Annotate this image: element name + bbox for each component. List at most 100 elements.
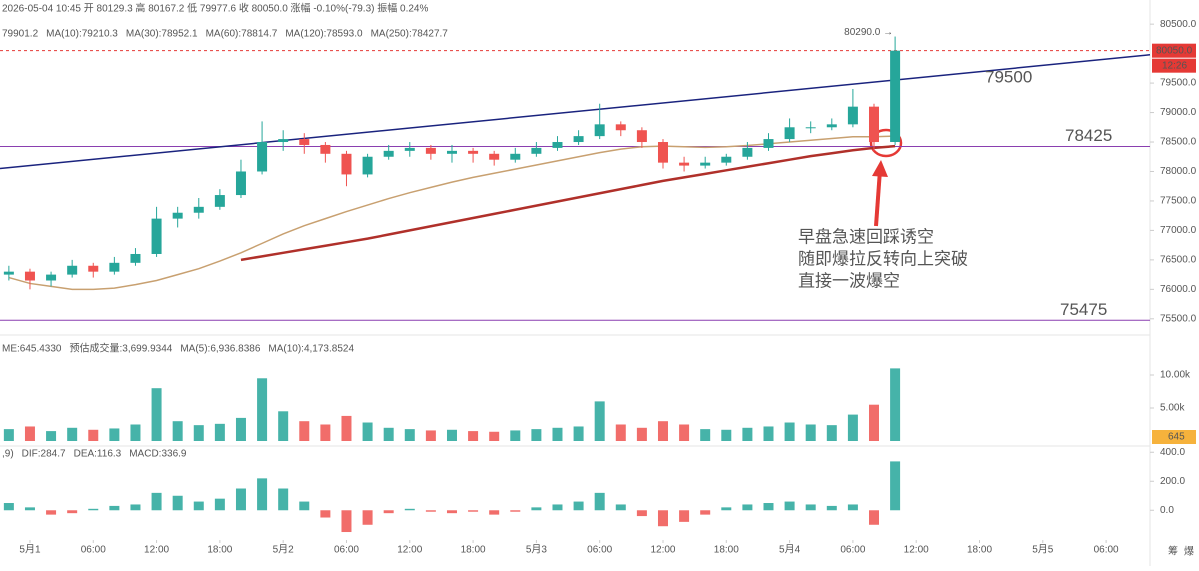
x-tick-label: 06:00: [1094, 545, 1119, 556]
bar: [826, 425, 837, 441]
candle-body: [468, 150, 479, 154]
candle-body: [615, 124, 626, 131]
trendline-label: 79500: [985, 67, 1032, 86]
candle-body: [869, 106, 879, 143]
candle-body: [320, 144, 331, 154]
y-tick-label: 78500.0: [1160, 137, 1197, 148]
bar: [446, 510, 457, 514]
bar: [531, 429, 542, 441]
candle-body: [278, 139, 289, 143]
candle-body: [573, 136, 584, 143]
bar: [383, 427, 394, 441]
ma-line: [240, 144, 896, 262]
bar: [341, 415, 352, 441]
y-tick-label: 76500.0: [1160, 255, 1197, 266]
bar: [88, 508, 99, 511]
bar: [763, 426, 774, 441]
bar: [573, 426, 584, 441]
x-tick-label: 18:00: [461, 545, 486, 556]
trendline: [0, 54, 1151, 170]
y-tick-label: 77000.0: [1160, 225, 1197, 236]
bar: [3, 429, 14, 441]
bar: [594, 492, 605, 511]
x-tick-label: 5月3: [526, 544, 548, 556]
bar: [320, 424, 331, 441]
bar: [67, 510, 78, 514]
ma-legend: 79901.2: [2, 29, 39, 40]
x-tick-label: 12:00: [397, 545, 422, 556]
candle-body: [193, 206, 204, 213]
y-tick-label: 79500.0: [1160, 78, 1197, 89]
countdown-tag: [1152, 58, 1196, 73]
bar: [869, 404, 879, 441]
pane-legend: DIF:284.7: [22, 449, 66, 460]
highlight-circle: [869, 128, 903, 158]
candle-body: [235, 171, 246, 196]
ma-legend: MA(10):79210.3: [46, 29, 118, 40]
ma-legend: MA(250):78427.7: [371, 29, 449, 40]
bar: [425, 430, 436, 441]
y-tick-label: 0.0: [1160, 505, 1174, 516]
candle-body: [88, 265, 99, 272]
bar: [890, 368, 901, 441]
corner-icon[interactable]: 爆: [1184, 546, 1194, 558]
bar: [657, 510, 668, 527]
bar: [763, 503, 774, 511]
ohlc-header: 2026-05-04 10:45 开 80129.3 高 80167.2 低 7…: [2, 2, 428, 15]
candle-body: [425, 147, 436, 154]
y-tick-label: 80500.0: [1160, 19, 1197, 30]
y-tick-label: 400.0: [1160, 447, 1185, 458]
bar: [552, 504, 563, 511]
bar: [383, 510, 394, 514]
corner-icon[interactable]: 筹: [1168, 545, 1178, 558]
y-tick-label: 200.0: [1160, 476, 1185, 487]
bar: [594, 401, 605, 441]
candle-body: [742, 147, 753, 157]
bar: [847, 414, 858, 441]
candle-body: [151, 218, 162, 254]
bar: [721, 507, 732, 511]
candle-body: [130, 253, 141, 263]
bar: [214, 498, 225, 511]
bar: [446, 429, 457, 441]
pane-legend: MA(10):4,173.8524: [268, 344, 354, 355]
ma-legend: MA(30):78952.1: [126, 29, 198, 40]
candle-body: [46, 274, 57, 281]
bar: [890, 461, 901, 511]
bar: [278, 411, 289, 441]
bar: [320, 510, 331, 518]
candle-body: [594, 124, 605, 137]
volume-tag-label: 645: [1168, 432, 1185, 443]
bar: [214, 423, 225, 441]
bar: [721, 429, 732, 441]
ma-legend: MA(120):78593.0: [285, 29, 363, 40]
bar: [425, 510, 436, 512]
bar: [679, 510, 690, 522]
bar: [46, 510, 57, 515]
candle-body: [299, 139, 310, 145]
candle-body: [257, 142, 268, 172]
bar: [362, 422, 373, 441]
bar: [869, 510, 879, 525]
bar: [679, 424, 690, 441]
bar: [299, 501, 310, 511]
x-tick-label: 5月4: [779, 544, 801, 556]
bar: [636, 427, 647, 441]
bar: [130, 424, 141, 441]
x-tick-label: 5月1: [19, 544, 41, 556]
x-tick-label: 06:00: [587, 545, 612, 556]
candle-body: [721, 156, 732, 163]
bar: [151, 492, 162, 511]
candle-body: [404, 147, 415, 151]
ma-legend: MA(60):78814.7: [206, 29, 278, 40]
bar: [278, 488, 289, 511]
bar: [404, 429, 415, 441]
candle-body: [700, 162, 711, 166]
candle-body: [763, 139, 774, 148]
bar: [615, 504, 626, 511]
bar: [510, 510, 521, 512]
bar: [700, 429, 711, 441]
bar: [468, 431, 479, 441]
candle-body: [784, 127, 795, 140]
candle-body: [679, 162, 690, 166]
